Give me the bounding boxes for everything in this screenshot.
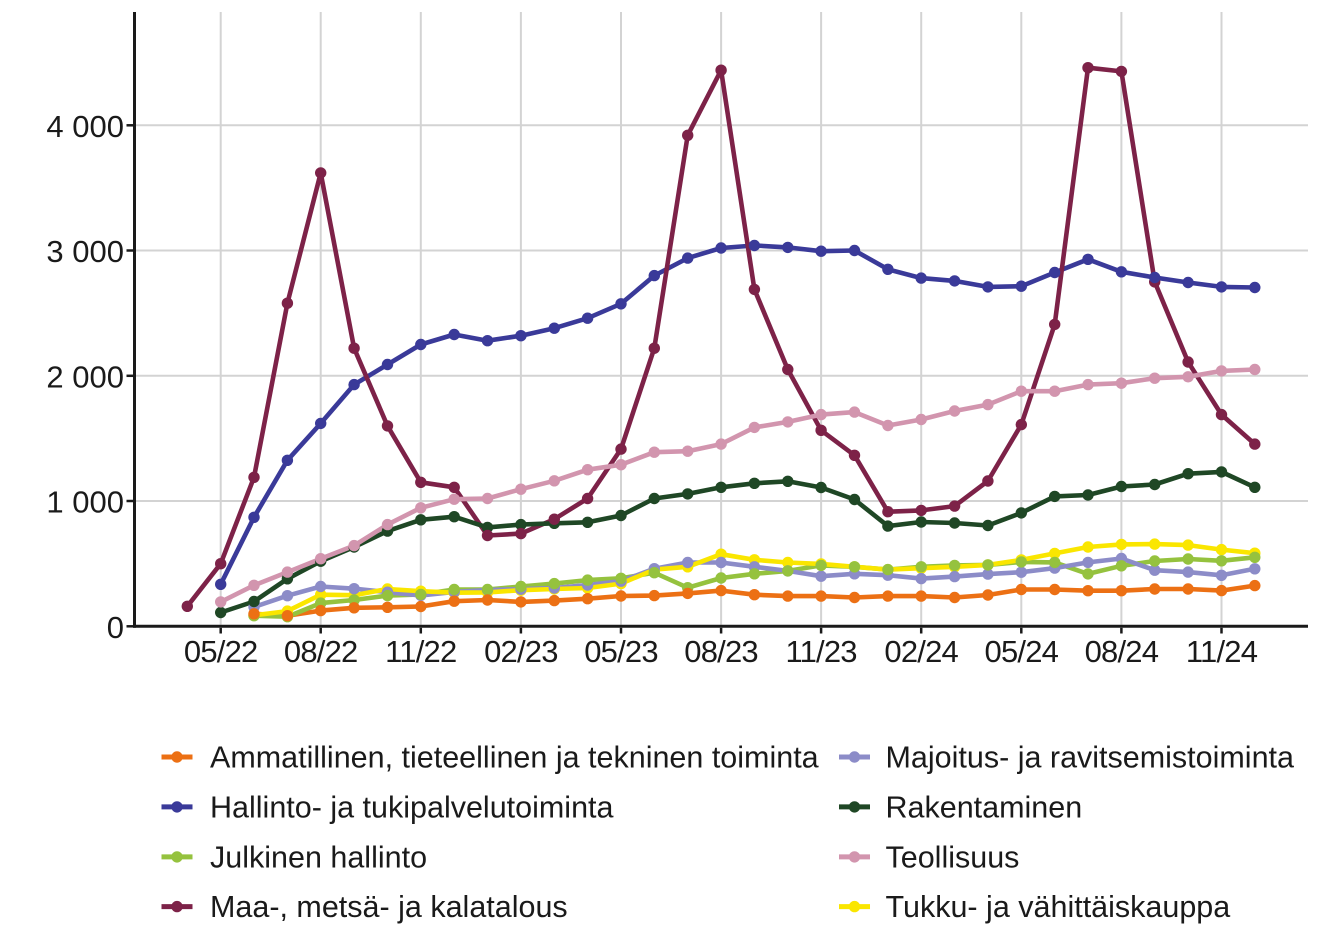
svg-text:11/24: 11/24	[1186, 634, 1258, 669]
svg-text:Teollisuus: Teollisuus	[886, 840, 1020, 874]
svg-text:05/23: 05/23	[584, 634, 658, 669]
svg-text:02/23: 02/23	[484, 634, 558, 669]
svg-text:2 000: 2 000	[46, 359, 124, 394]
svg-text:08/22: 08/22	[284, 634, 358, 669]
svg-text:Ammatillinen, tieteellinen ja: Ammatillinen, tieteellinen ja tekninen t…	[210, 741, 819, 775]
svg-text:0: 0	[107, 610, 124, 645]
svg-text:08/23: 08/23	[684, 634, 758, 669]
svg-text:3 000: 3 000	[46, 234, 124, 269]
svg-text:05/24: 05/24	[985, 634, 1059, 669]
svg-text:4 000: 4 000	[46, 109, 124, 144]
svg-text:11/23: 11/23	[785, 634, 856, 669]
svg-text:Tukku- ja vähittäiskauppa: Tukku- ja vähittäiskauppa	[886, 890, 1231, 924]
svg-text:08/24: 08/24	[1085, 634, 1159, 669]
svg-text:Majoitus- ja ravitsemistoimint: Majoitus- ja ravitsemistoiminta	[886, 741, 1295, 775]
svg-text:02/24: 02/24	[884, 634, 958, 669]
svg-text:05/22: 05/22	[184, 634, 258, 669]
svg-text:Julkinen hallinto: Julkinen hallinto	[210, 840, 427, 874]
svg-text:Maa-, metsä- ja kalatalous: Maa-, metsä- ja kalatalous	[210, 890, 568, 924]
svg-text:Hallinto- ja tukipalvelutoimin: Hallinto- ja tukipalvelutoiminta	[210, 790, 614, 824]
svg-text:Rakentaminen: Rakentaminen	[886, 790, 1083, 824]
svg-text:1 000: 1 000	[46, 485, 124, 520]
svg-text:11/22: 11/22	[385, 634, 456, 669]
